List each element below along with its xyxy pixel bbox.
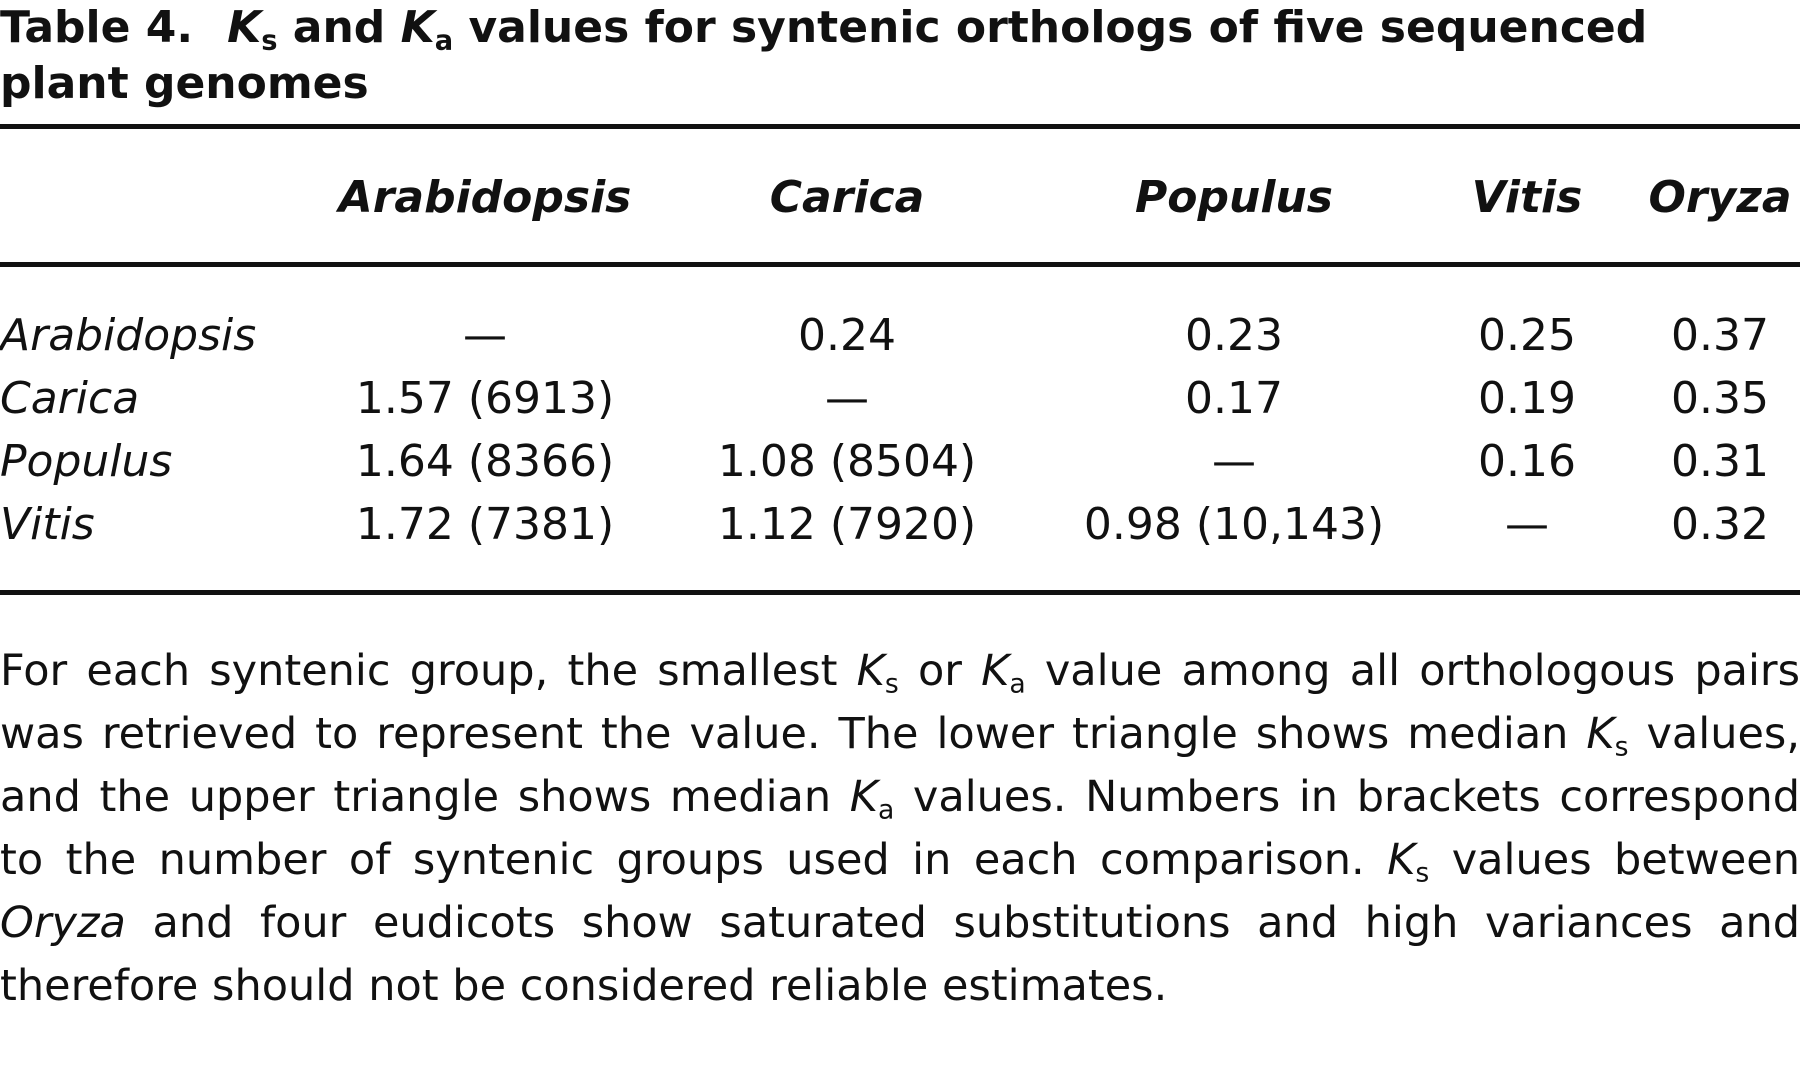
header-rule xyxy=(0,262,1800,267)
table-cell: — xyxy=(1212,436,1256,487)
bottom-rule xyxy=(0,590,1800,595)
title-text: values for syntenic orthologs of five se… xyxy=(0,2,1648,109)
title-text: and xyxy=(277,2,401,53)
row-label: Arabidopsis xyxy=(0,310,257,361)
row-label: Vitis xyxy=(0,499,95,550)
table-cell: 0.98 (10,143) xyxy=(1083,499,1385,550)
footnote-species: Oryza xyxy=(0,898,126,948)
table-cell: — xyxy=(825,373,869,424)
column-header: Vitis xyxy=(1471,172,1583,223)
table-cell: 0.25 xyxy=(1478,310,1576,361)
footnote-symbol: K xyxy=(856,646,885,696)
footnote-text: value among all orthologous pairs was re… xyxy=(0,646,1800,759)
footnote-text: or xyxy=(898,646,982,696)
table-cell: 0.19 xyxy=(1478,373,1576,424)
row-label: Populus xyxy=(0,436,173,487)
table-cell: — xyxy=(463,310,507,361)
title-symbol: K xyxy=(227,2,262,53)
table-cell: 1.72 (7381) xyxy=(355,499,615,550)
footnote-symbol: K xyxy=(981,646,1010,696)
column-header: Populus xyxy=(1135,172,1333,223)
table-title: Table 4. Ks and Ka values for syntenic or… xyxy=(0,0,1790,112)
table-cell: 1.12 (7920) xyxy=(717,499,977,550)
title-subscript: s xyxy=(261,25,278,57)
footnote-symbol: K xyxy=(1586,709,1615,759)
footnote-text: and four eudicots show saturated substit… xyxy=(0,898,1800,1011)
table-cell: 0.35 xyxy=(1671,373,1769,424)
footnote-text: values, and the upper triangle shows med… xyxy=(0,709,1800,822)
footnote-symbol: K xyxy=(849,772,878,822)
table-cell: 0.31 xyxy=(1671,436,1769,487)
top-rule xyxy=(0,124,1800,129)
table-cell: 0.23 xyxy=(1185,310,1283,361)
table-cell: 0.32 xyxy=(1671,499,1769,550)
title-symbol: K xyxy=(400,2,435,53)
footnote-text: values between xyxy=(1429,835,1800,885)
footnote-subscript: a xyxy=(877,794,895,826)
footnote: For each syntenic group, the smallest Ks… xyxy=(0,640,1800,1018)
footnote-subscript: s xyxy=(1415,857,1430,889)
footnote-subscript: a xyxy=(1009,668,1026,700)
footnote-symbol: K xyxy=(1387,835,1416,885)
table-cell: 0.24 xyxy=(798,310,896,361)
table-cell: 1.64 (8366) xyxy=(355,436,615,487)
table-cell: 1.57 (6913) xyxy=(355,373,615,424)
footnote-text: For each syntenic group, the smallest xyxy=(0,646,857,696)
column-header: Carica xyxy=(769,172,925,223)
row-label: Carica xyxy=(0,373,140,424)
table-cell: 0.37 xyxy=(1671,310,1769,361)
column-header: Arabidopsis xyxy=(338,172,632,223)
table-label: Table 4. xyxy=(0,2,194,53)
column-header: Oryza xyxy=(1648,172,1792,223)
header-row: Arabidopsis Carica Populus Vitis Oryza xyxy=(0,172,1800,223)
table-body: Arabidopsis — 0.24 0.23 0.25 0.37 Carica 1.57 (… xyxy=(0,304,1800,556)
footnote-text: values. Numbers in brackets correspond t… xyxy=(0,772,1800,885)
table-cell: 0.17 xyxy=(1185,373,1283,424)
corner-cell xyxy=(0,172,330,223)
title-subscript: a xyxy=(434,25,454,57)
footnote-subscript: s xyxy=(884,668,899,700)
table-cell: — xyxy=(1505,499,1549,550)
footnote-subscript: s xyxy=(1614,731,1629,763)
table-cell: 1.08 (8504) xyxy=(717,436,977,487)
table-cell: 0.16 xyxy=(1478,436,1576,487)
